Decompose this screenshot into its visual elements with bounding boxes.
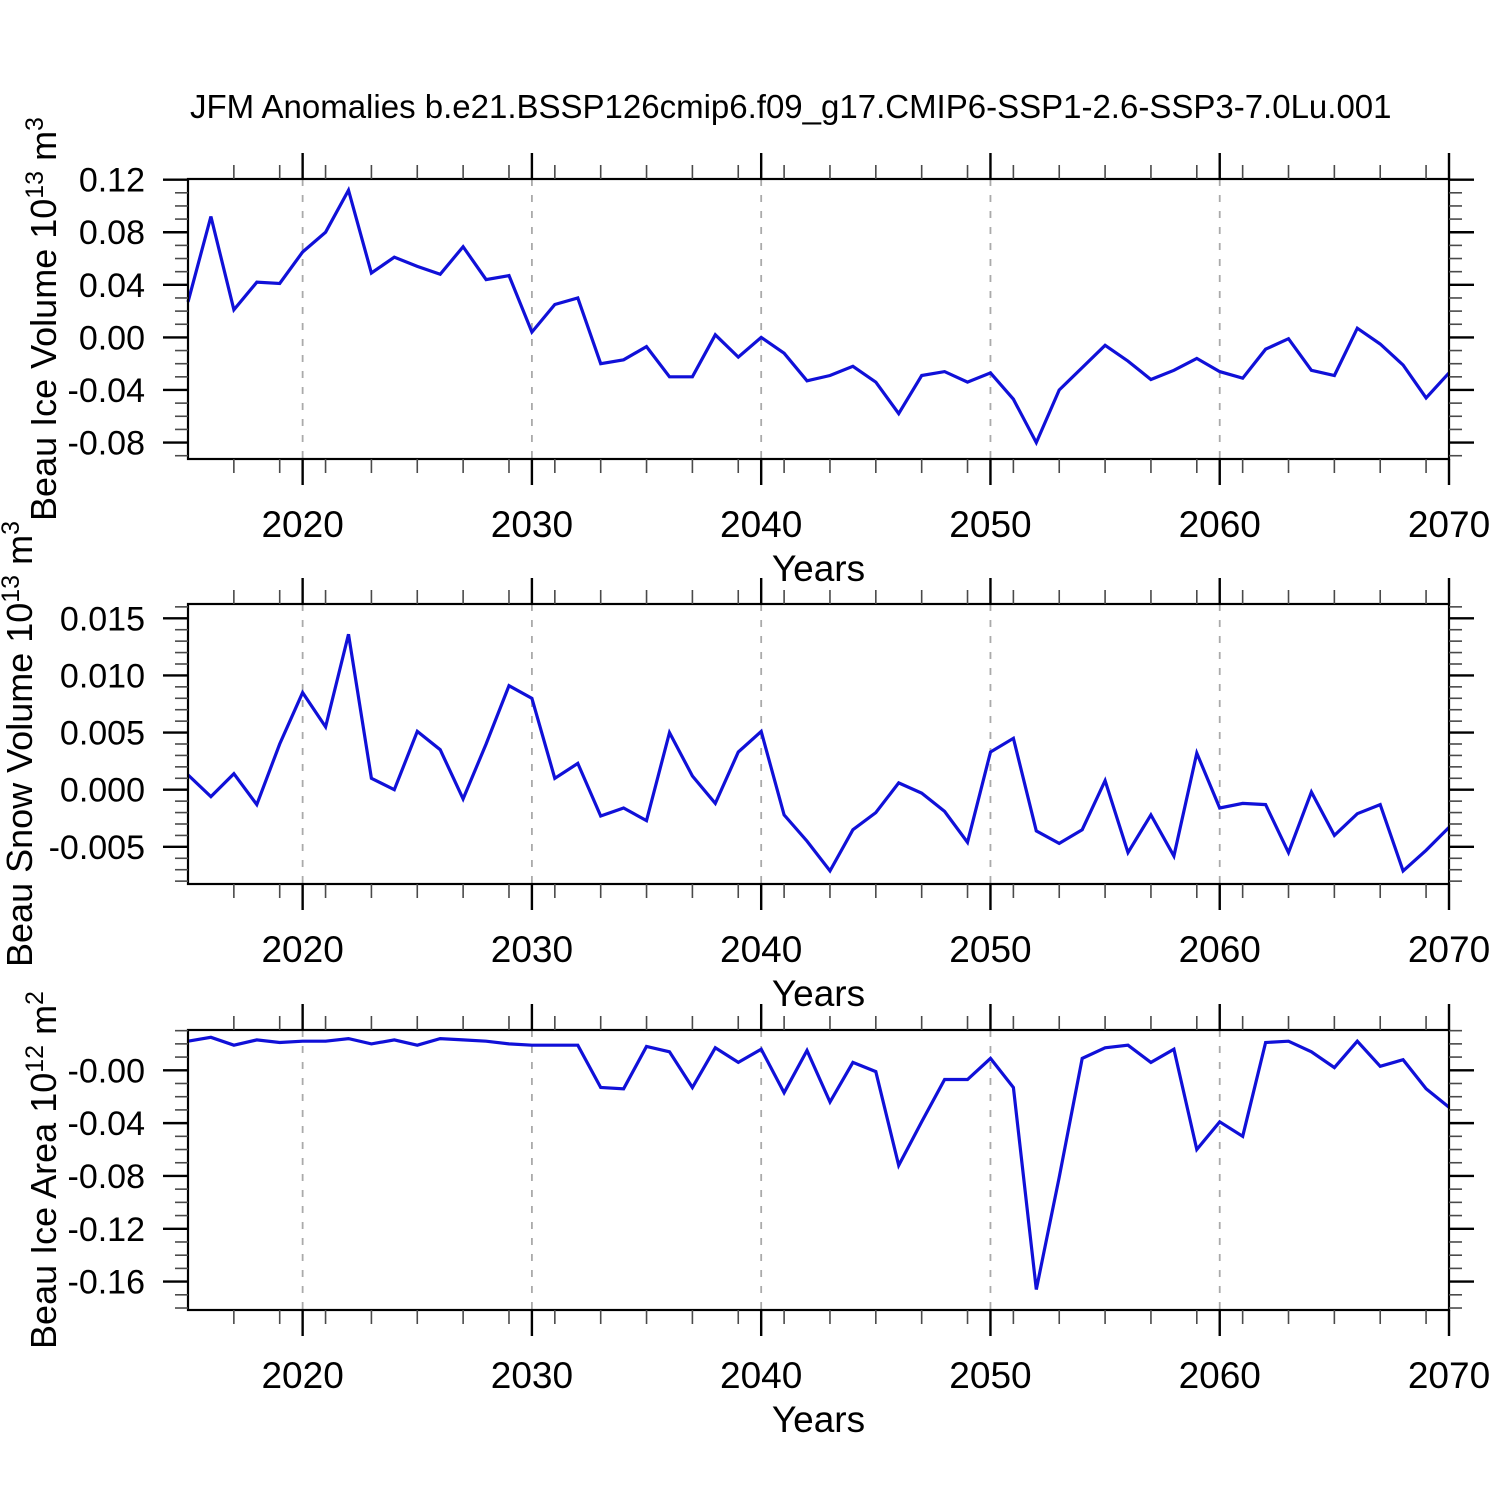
beau-ice-volume-panel: 2020 2030 2040 2050 2060 2070 0.12 0.08 0.04 0.00… [21,117,1490,589]
x-tick-label: 2060 [1179,929,1261,970]
x-tick-label: 2050 [949,504,1031,545]
x-tick-label: 2070 [1408,929,1490,970]
x-tick-label: 2040 [720,929,802,970]
y-tick-label: 0.010 [60,657,145,695]
beau-ice-area-line [187,1035,1451,1290]
beau-ice-area-panel: 2020 2030 2040 2050 2060 2070 -0.00 -0.04 -0.08 -… [21,991,1490,1440]
x-tick-label: 2060 [1179,504,1261,545]
y-tick-label: -0.16 [68,1264,146,1302]
x-tick-label: 2070 [1408,1355,1490,1396]
y-tick-label: 0.000 [60,772,145,810]
y-tick-label: 0.12 [79,162,145,200]
y-tick-label: 0.04 [79,267,145,305]
figure-title: JFM Anomalies b.e21.BSSP126cmip6.f09_g17… [190,88,1392,125]
x-tick-label: 2060 [1179,1355,1261,1396]
x-tick-label: 2030 [491,504,573,545]
y-axis-title: Beau Snow Volume 1013 m3 [0,521,40,967]
beau-snow-volume-line [186,633,1451,874]
y-tick-label: 0.08 [79,214,145,252]
x-tick-label: 2020 [261,1355,343,1396]
y-tick-label: -0.08 [68,425,146,463]
y-tick-label: -0.08 [68,1158,146,1196]
x-tick-label: 2040 [720,1355,802,1396]
x-axis-title: Years [772,973,865,1014]
y-tick-label: -0.00 [68,1052,146,1090]
x-axis-title: Years [772,548,865,589]
y-tick-label: 0.00 [79,319,145,357]
x-tick-label: 2020 [261,504,343,545]
plot-frame [186,602,1451,886]
plot-frame [186,1028,1451,1312]
x-tick-label: 2030 [491,1355,573,1396]
plot-frame [186,177,1451,461]
x-tick-label: 2030 [491,929,573,970]
x-axis-title: Years [772,1399,865,1440]
x-tick-label: 2070 [1408,504,1490,545]
y-tick-label: -0.12 [68,1211,146,1249]
x-tick-label: 2050 [949,1355,1031,1396]
y-axis-title: Beau Ice Area 1012 m2 [21,991,64,1349]
x-tick-label: 2050 [949,929,1031,970]
y-tick-label: 0.015 [60,600,145,638]
y-tick-label: -0.04 [68,1105,146,1143]
beau-ice-volume-line [186,185,1451,447]
y-tick-label: -0.04 [68,372,146,410]
y-tick-label: 0.005 [60,715,145,753]
y-axis-title: Beau Ice Volume 1013 m3 [21,117,64,521]
x-tick-label: 2040 [720,504,802,545]
y-tick-label: -0.005 [49,829,145,867]
x-tick-label: 2020 [261,929,343,970]
beau-snow-volume-panel: 2020 2030 2040 2050 2060 2070 0.015 0.010 0.005 0… [0,521,1490,1014]
